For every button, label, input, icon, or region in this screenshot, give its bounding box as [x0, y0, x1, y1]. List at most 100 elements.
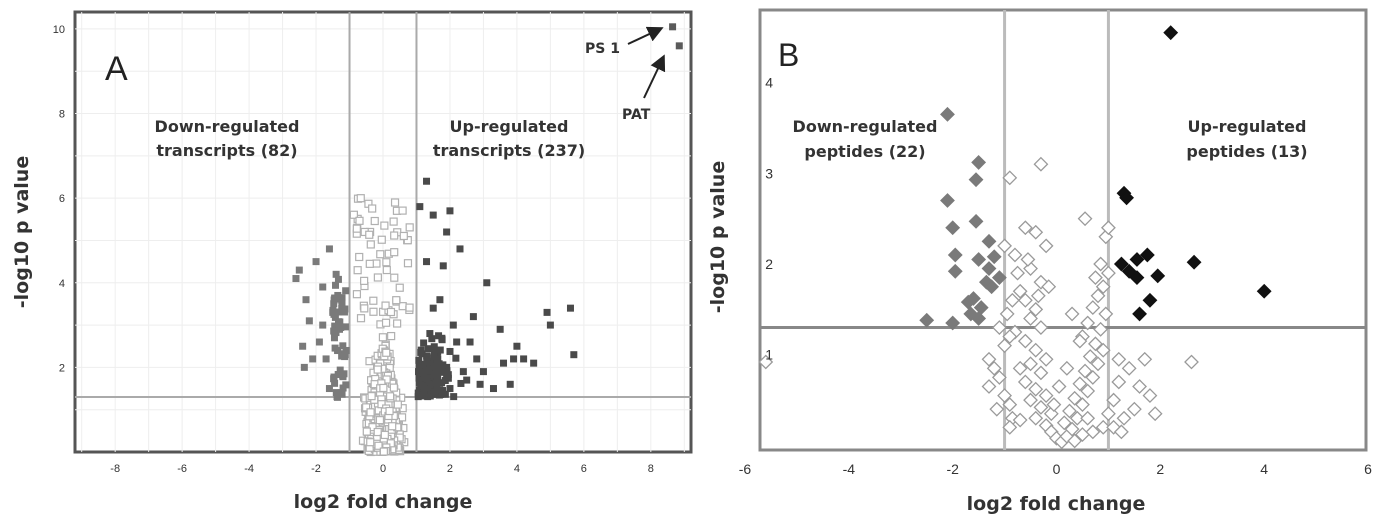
data-point-up [506, 380, 514, 388]
data-point-up [443, 369, 451, 377]
data-point-down [338, 299, 346, 307]
data-point-down [971, 311, 987, 326]
data-point-up [420, 370, 428, 378]
data-point-ns [1041, 279, 1057, 295]
data-point-ns [390, 273, 399, 282]
data-point-up [430, 349, 438, 357]
data-point-up [424, 366, 432, 374]
data-point-up [430, 388, 438, 396]
data-point-ns [366, 438, 375, 447]
data-point-down [334, 275, 342, 283]
data-point-ns [1080, 383, 1096, 399]
x-tick-label: -6 [739, 461, 752, 477]
data-point-ns [1020, 252, 1036, 267]
panel-a: -8 -6 -4 -2 0 2 4 6 8 2 4 6 8 10 A Down-regulated tra… [11, 10, 693, 513]
data-point-down [945, 315, 961, 331]
panel-a-down-annotation-line1: Down-regulated [155, 117, 300, 136]
panel-a-y-axis-label: -log10 p value [11, 156, 33, 308]
data-point-ns [362, 403, 371, 412]
data-point-ns [398, 206, 407, 215]
data-point-up [423, 378, 431, 386]
data-point-down [335, 308, 343, 316]
data-point-ns [356, 314, 366, 323]
x-tick-label: 2 [447, 463, 453, 475]
data-point-down [331, 322, 339, 330]
data-point-down [341, 323, 349, 331]
data-point-up [416, 203, 424, 211]
panel-b-up-annotation-line1: Up-regulated [1188, 117, 1307, 136]
x-tick-label: 6 [581, 463, 587, 475]
data-point-up [1121, 263, 1137, 279]
panel-a-ticks: -8 -6 -4 -2 0 2 4 6 8 2 4 6 8 10 [53, 24, 654, 475]
data-point-down [339, 342, 347, 350]
data-point-ns [360, 304, 369, 313]
panel-a-up-annotation-line1: Up-regulated [450, 117, 569, 136]
data-point-up [1132, 306, 1147, 322]
data-point-up [420, 339, 428, 347]
data-point-ns [353, 266, 362, 275]
pat-arrow [643, 54, 666, 99]
data-point-ns [1028, 410, 1044, 426]
panel-b-letter: B [778, 37, 799, 73]
data-point-ns [1184, 354, 1199, 370]
data-point-ns [997, 238, 1013, 254]
x-tick-label: -2 [311, 463, 321, 475]
data-point-down [330, 375, 338, 383]
data-point-up [423, 177, 431, 185]
data-point-ns [1012, 360, 1028, 376]
data-point-ns [1132, 379, 1147, 394]
data-point-up [436, 386, 444, 394]
data-point-up [459, 368, 467, 376]
data-point-up [1256, 283, 1272, 299]
data-point-down [332, 281, 340, 289]
data-point-down [919, 312, 935, 328]
data-point-ns [1038, 351, 1054, 367]
data-point-up [456, 245, 464, 253]
data-point-down [332, 294, 340, 302]
data-point-ns [362, 427, 371, 436]
data-point-up [520, 355, 528, 363]
data-point-up [443, 228, 451, 236]
data-point-ns [373, 273, 382, 282]
data-point-down [940, 106, 955, 122]
data-point-up [1129, 270, 1145, 286]
data-point-up [466, 338, 474, 346]
data-point-ns [1017, 292, 1033, 308]
data-point-up [1150, 268, 1166, 284]
y-tick-label: 3 [765, 165, 773, 181]
data-point-up [430, 358, 438, 366]
data-point-ns [1088, 336, 1103, 352]
y-tick-label: 8 [59, 109, 65, 121]
data-point-ns [366, 408, 375, 417]
data-point-ns [1090, 356, 1106, 372]
y-tick-label: 2 [765, 256, 773, 272]
data-point-ns [1012, 412, 1028, 428]
data-point-down [947, 263, 963, 279]
data-point-ns [1004, 292, 1020, 308]
data-point-up [570, 351, 578, 359]
data-point-ns [1072, 376, 1088, 392]
data-point-ns [380, 430, 389, 440]
data-point-up [496, 325, 504, 333]
data-point-down [292, 275, 300, 283]
data-point-ns [393, 400, 402, 409]
data-point-ns [405, 303, 414, 312]
x-tick-label: 0 [1053, 461, 1061, 477]
data-point-up [500, 359, 508, 367]
data-point-ns [1111, 374, 1127, 390]
data-point-up [483, 279, 491, 287]
panel-b-up-annotation-line2: peptides (13) [1186, 142, 1307, 161]
y-tick-label: 6 [59, 193, 65, 205]
data-point-ns [370, 216, 379, 226]
data-point-ns [1046, 397, 1062, 413]
data-point-up [415, 356, 423, 364]
panel-a-points [292, 23, 683, 457]
data-point-ns [758, 354, 774, 370]
data-point-down [341, 351, 349, 359]
data-point-down [334, 347, 342, 355]
data-point-ns [1010, 265, 1025, 281]
data-point-down [335, 320, 343, 328]
x-tick-label: -8 [110, 463, 120, 475]
data-point-up [441, 377, 449, 385]
